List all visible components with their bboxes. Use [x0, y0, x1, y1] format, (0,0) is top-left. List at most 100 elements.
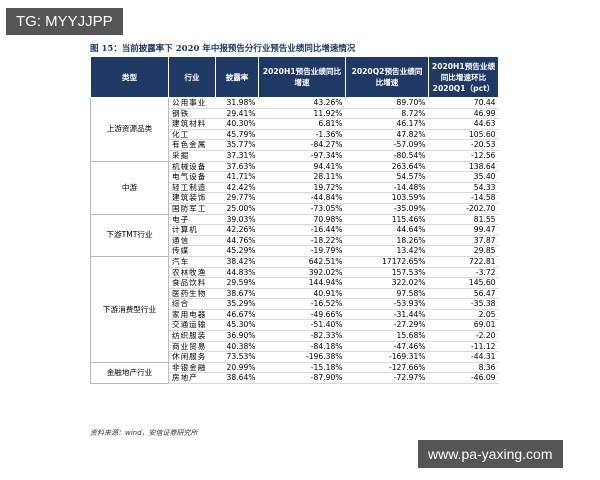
industry-cell: 钢铁 — [168, 108, 216, 120]
table-row: 金融地产行业 非银金融 20.99% -15.18% -127.66% 8.36 — [90, 361, 499, 385]
value-cell: -47.46% — [345, 341, 429, 353]
table-row: 食品饮料 29.59% 144.94% 322.02% 145.60 — [91, 277, 499, 289]
value-cell: -27.29% — [345, 319, 429, 332]
value-cell: -1.36% — [258, 129, 346, 141]
value-cell: 38.42% — [215, 256, 259, 268]
value-cell: 45.30% — [215, 319, 259, 332]
industry-cell: 交通运输 — [168, 319, 216, 332]
value-cell: -87.90% — [258, 372, 346, 385]
value-cell: -14.48% — [345, 182, 429, 194]
group-cell: 上游资源品类 — [90, 97, 169, 162]
industry-cell: 化工 — [168, 129, 216, 141]
value-cell: 46.17% — [345, 118, 429, 130]
value-cell: -97.34% — [258, 150, 346, 162]
value-cell: 13.42% — [345, 245, 429, 257]
value-cell: 43.26% — [258, 97, 346, 109]
value-cell: 642.51% — [258, 256, 346, 268]
value-cell: 56.47 — [428, 288, 499, 300]
value-cell: 392.02% — [258, 267, 346, 279]
table-row: 农林牧渔 44.83% 392.02% 157.53% -3.72 — [91, 267, 499, 279]
source-note: 资料来源：wind，安信证券研究所 — [90, 429, 198, 437]
value-cell: 19.72% — [258, 182, 346, 194]
table-row: 家用电器 46.67% -49.66% -31.44% 2.05 — [91, 309, 499, 321]
value-cell: -15.18% — [258, 362, 346, 374]
value-cell: -169.31% — [345, 351, 429, 363]
value-cell: 18.26% — [345, 235, 429, 247]
table-row: 通信 44.76% -18.22% 18.26% 37.87 — [91, 235, 499, 247]
value-cell: -49.66% — [258, 309, 346, 321]
value-cell: 2.05 — [428, 309, 499, 321]
industry-cell: 电子 — [168, 214, 216, 226]
group-cell: 下游TMT行业 — [90, 213, 169, 257]
value-cell: 322.02% — [345, 277, 429, 289]
value-cell: -202.70 — [428, 203, 499, 215]
table-row: 商业贸易 40.38% -84.18% -47.46% -11.12 — [91, 341, 499, 353]
value-cell: 44.64% — [345, 224, 429, 236]
value-cell: -82.33% — [258, 330, 346, 342]
industry-cell: 农林牧渔 — [168, 267, 216, 279]
value-cell: 38.67% — [215, 288, 259, 300]
table-row: 房地产 38.64% -87.90% -72.97% -46.09 — [91, 372, 499, 385]
industry-cell: 食品饮料 — [168, 277, 216, 289]
value-cell: 157.53% — [345, 267, 429, 279]
watermark: TG: MYYJJPP — [6, 8, 123, 35]
value-cell: -80.54% — [345, 150, 429, 162]
value-cell: -16.52% — [258, 298, 346, 310]
value-cell: 44.76% — [215, 235, 259, 247]
data-table: 类型 行业 披露率 2020H1预告业绩同比增速 2020Q2预告业绩同比增速 2020H… — [90, 56, 499, 385]
value-cell: 138.64 — [428, 161, 499, 173]
value-cell: 37.31% — [215, 150, 259, 162]
industry-cell: 非银金融 — [168, 362, 216, 374]
table-row: 电气设备 41.71% 28.11% 54.57% 35.40 — [91, 171, 499, 183]
industry-cell: 综合 — [168, 298, 216, 310]
industry-cell: 房地产 — [168, 372, 216, 385]
value-cell: 40.30% — [215, 118, 259, 130]
value-cell: 39.03% — [215, 214, 259, 226]
value-cell: 40.38% — [215, 341, 259, 353]
value-cell: 47.82% — [345, 129, 429, 141]
value-cell: -53.93% — [345, 298, 429, 310]
value-cell: 81.55 — [428, 214, 499, 226]
value-cell: -46.09 — [428, 372, 499, 385]
table-row: 综合 35.29% -16.52% -53.93% -35.38 — [91, 298, 499, 310]
value-cell: -16.44% — [258, 224, 346, 236]
value-cell: -18.22% — [258, 235, 346, 247]
value-cell: 28.11% — [258, 171, 346, 183]
industry-cell: 采掘 — [168, 150, 216, 162]
value-cell: 97.58% — [345, 288, 429, 300]
table-row: 医药生物 38.67% 40.91% 97.58% 56.47 — [91, 288, 499, 300]
value-cell: 29.41% — [215, 108, 259, 120]
header-row: 类型 行业 披露率 2020H1预告业绩同比增速 2020Q2预告业绩同比增速 2020H… — [90, 56, 499, 98]
value-cell: 70.44 — [428, 97, 499, 109]
value-cell: 44.83% — [215, 267, 259, 279]
value-cell: 35.29% — [215, 298, 259, 310]
value-cell: -20.53 — [428, 139, 499, 151]
value-cell: 15.68% — [345, 330, 429, 342]
table-row: 交通运输 45.30% -51.40% -27.29% 69.01 — [91, 319, 499, 332]
value-cell: 144.94% — [258, 277, 346, 289]
value-cell: 17172.65% — [345, 256, 429, 268]
industry-cell: 轻工制造 — [168, 182, 216, 194]
value-cell: 722.81 — [428, 256, 499, 268]
value-cell: 115.46% — [345, 214, 429, 226]
value-cell: 89.70% — [345, 97, 429, 109]
industry-cell: 电气设备 — [168, 171, 216, 183]
value-cell: 40.91% — [258, 288, 346, 300]
value-cell: -44.31 — [428, 351, 499, 363]
table-row: 计算机 42.26% -16.44% 44.64% 99.47 — [91, 224, 499, 236]
group-cell: 中游 — [90, 160, 169, 215]
value-cell: 44.63 — [428, 118, 499, 130]
table-row: 下游TMT行业 电子 39.03% 70.98% 115.46% 81.55 — [90, 213, 499, 257]
value-cell: 45.79% — [215, 129, 259, 141]
value-cell: 31.98% — [215, 97, 259, 109]
value-cell: 29.77% — [215, 192, 259, 204]
value-cell: 41.71% — [215, 171, 259, 183]
value-cell: 38.64% — [215, 372, 259, 385]
value-cell: -35.38 — [428, 298, 499, 310]
value-cell: -72.97% — [345, 372, 429, 385]
value-cell: 145.60 — [428, 277, 499, 289]
header-cell: 类型 — [90, 56, 169, 98]
industry-cell: 机械设备 — [168, 161, 216, 173]
group-cell: 金融地产行业 — [90, 361, 169, 385]
